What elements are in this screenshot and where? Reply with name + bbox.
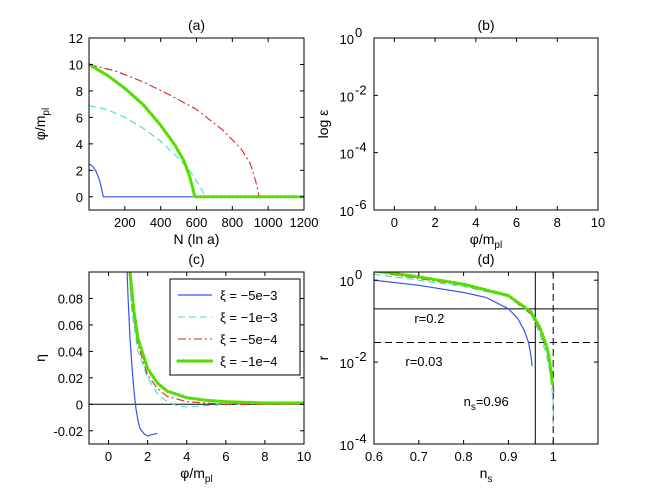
plot-frame xyxy=(373,271,599,445)
y-tick-label: 0.08 xyxy=(58,291,83,306)
annotation: ns=0.96 xyxy=(464,394,509,413)
y-tick-exponent: -2 xyxy=(355,349,367,364)
y-tick-label: 0.06 xyxy=(58,318,83,333)
y-tick-label: 10 xyxy=(340,32,354,47)
x-tick-label: 0 xyxy=(105,449,112,464)
y-tick-exponent: -2 xyxy=(355,82,367,97)
y-tick-label: 0.02 xyxy=(58,371,83,386)
y-tick-label: 10 xyxy=(340,147,354,162)
y-tick-label: 10 xyxy=(340,204,354,219)
y-tick-label: 2 xyxy=(76,163,83,178)
legend-label-3: ξ = −5e−4 xyxy=(220,332,278,347)
legend-label-2: ξ = −1e−3 xyxy=(220,310,278,325)
series-group xyxy=(374,272,555,425)
x-tick-label: 0.7 xyxy=(410,449,428,464)
panel-c: 0 2 4 6 8 10 -0.02 0 0.02 0.04 0.06 0.08 (c) φ/mpl η ξ … xyxy=(32,251,311,485)
series-line-2 xyxy=(89,104,304,198)
y-tick-label: 0 xyxy=(76,397,83,412)
x-tick-label: 400 xyxy=(150,215,172,230)
y-tick-exponent: -4 xyxy=(355,140,367,155)
x-axis-label: φ/mpl xyxy=(470,231,502,251)
y-tick-label: 4 xyxy=(76,137,83,152)
y-axis-label: φ/mpl xyxy=(32,108,52,140)
x-tick-label: 1200 xyxy=(290,215,319,230)
x-axis-label: N (ln a) xyxy=(174,231,220,247)
x-tick-label: 0 xyxy=(391,215,398,230)
x-tick-label: 1000 xyxy=(254,215,283,230)
y-tick-label: 10 xyxy=(340,438,354,453)
y-tick-exponent: -6 xyxy=(355,197,367,212)
y-tick-label: 10 xyxy=(340,274,354,289)
y-tick-label: 0 xyxy=(76,190,83,205)
y-tick-label: 10 xyxy=(340,356,354,371)
x-tick-label: 800 xyxy=(221,215,243,230)
y-tick-label: 12 xyxy=(69,31,83,46)
annotation: r=0.03 xyxy=(405,354,442,369)
x-tick-label: 4 xyxy=(183,449,190,464)
x-tick-label: 0.6 xyxy=(365,449,383,464)
series-line-4 xyxy=(128,272,304,405)
x-tick-label: 2 xyxy=(144,449,151,464)
x-tick-label: 4 xyxy=(472,215,479,230)
plot-frame xyxy=(88,271,305,445)
series-line-1 xyxy=(374,279,533,367)
x-tick-label: 2 xyxy=(431,215,438,230)
y-tick-exponent: 0 xyxy=(355,25,362,40)
y-tick-label: 10 xyxy=(69,57,83,72)
panel-a: 200 400 600 800 1000 1200 0 2 4 6 8 10 12 (a) N (ln a)… xyxy=(32,17,318,247)
series-line-3 xyxy=(374,272,555,396)
x-tick-label: 10 xyxy=(297,449,311,464)
y-tick-label: 10 xyxy=(340,89,354,104)
x-tick-label: 8 xyxy=(261,449,268,464)
x-tick-label: 1 xyxy=(550,449,557,464)
series-group xyxy=(126,272,304,437)
y-tick-exponent: 0 xyxy=(355,267,362,282)
legend: ξ = −5e−3 ξ = −1e−3 ξ = −5e−4 ξ = −1e−4 xyxy=(169,278,301,376)
panel-title: (b) xyxy=(477,17,494,33)
legend-label-1: ξ = −5e−3 xyxy=(220,288,278,303)
x-tick-label: 0.9 xyxy=(499,449,517,464)
series-group xyxy=(89,62,304,199)
y-tick-label: 6 xyxy=(76,110,83,125)
x-tick-label: 600 xyxy=(186,215,208,230)
x-axis-label: ns xyxy=(480,465,493,485)
y-tick-exponent: -4 xyxy=(355,431,367,446)
x-tick-label: 8 xyxy=(554,215,561,230)
plot-frame xyxy=(88,37,305,211)
panel-title: (d) xyxy=(477,251,494,267)
plot-frame xyxy=(373,37,599,211)
y-axis-label: log ε xyxy=(315,110,331,139)
y-tick-label: 0.04 xyxy=(58,344,83,359)
series-line-2 xyxy=(374,273,554,425)
x-tick-label: 10 xyxy=(591,215,605,230)
legend-label-4: ξ = −1e−4 xyxy=(220,354,278,369)
panel-title: (a) xyxy=(188,17,205,33)
series-line-1 xyxy=(126,272,158,437)
x-tick-label: 6 xyxy=(513,215,520,230)
x-tick-label: 200 xyxy=(114,215,136,230)
y-axis-label: η xyxy=(32,354,48,362)
x-tick-label: 6 xyxy=(222,449,229,464)
y-tick-label: 8 xyxy=(76,84,83,99)
series-line-4 xyxy=(374,272,554,386)
y-axis-label: r xyxy=(315,355,331,360)
y-tick-label: -0.02 xyxy=(53,424,83,439)
x-axis-label: φ/mpl xyxy=(180,465,212,485)
series-line-2 xyxy=(128,272,246,408)
x-tick-label: 0.8 xyxy=(455,449,473,464)
annotation: r=0.2 xyxy=(414,311,444,326)
panel-title: (c) xyxy=(188,251,204,267)
series-line-4 xyxy=(89,62,304,199)
panel-d: 0.6 0.7 0.8 0.9 110-410-210 0(d)nsrr=0.2r=0.0… xyxy=(315,251,599,485)
